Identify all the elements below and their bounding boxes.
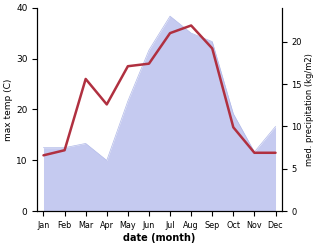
- X-axis label: date (month): date (month): [123, 233, 196, 243]
- Y-axis label: med. precipitation (kg/m2): med. precipitation (kg/m2): [305, 53, 314, 166]
- Y-axis label: max temp (C): max temp (C): [4, 78, 13, 141]
